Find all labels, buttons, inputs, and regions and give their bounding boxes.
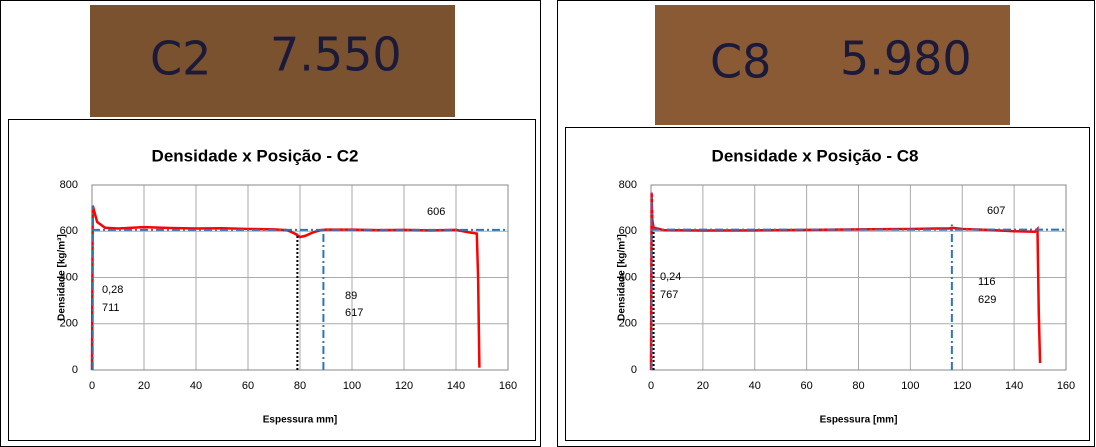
annotation: 711 bbox=[102, 302, 120, 314]
y-tick-label: 400 bbox=[619, 271, 637, 283]
x-tick-label: 160 bbox=[499, 380, 517, 392]
x-axis-label: Espessura [mm] bbox=[820, 415, 898, 426]
x-tick-label: 160 bbox=[1057, 380, 1075, 392]
annotation: 89 bbox=[345, 290, 357, 302]
x-tick-label: 40 bbox=[190, 380, 202, 392]
series-line bbox=[90, 205, 481, 371]
x-tick-label: 20 bbox=[138, 380, 150, 392]
annotation: 629 bbox=[978, 294, 996, 306]
x-tick-label: 0 bbox=[89, 380, 95, 392]
x-tick-label: 120 bbox=[395, 380, 413, 392]
y-tick-label: 0 bbox=[631, 364, 637, 376]
photo-handwriting: C2 bbox=[150, 32, 211, 86]
x-tick-label: 20 bbox=[697, 380, 709, 392]
chart-title: Densidade x Posição - C2 bbox=[152, 146, 359, 165]
y-tick-label: 400 bbox=[60, 271, 78, 283]
y-axis-label: Densidade [kg/m³] bbox=[57, 234, 68, 321]
annotation: 607 bbox=[987, 205, 1005, 217]
annotation: 0,24 bbox=[660, 271, 681, 283]
y-axis-label: Densidade [kg/m³] bbox=[617, 234, 628, 321]
x-axis-label: Espessura mm] bbox=[263, 415, 337, 426]
y-tick-label: 800 bbox=[619, 179, 637, 191]
y-tick-label: 800 bbox=[60, 179, 78, 191]
y-tick-label: 0 bbox=[72, 364, 78, 376]
photo bbox=[655, 5, 1010, 125]
photo-handwriting: 5.980 bbox=[840, 32, 972, 86]
x-tick-label: 40 bbox=[749, 380, 761, 392]
x-tick-label: 140 bbox=[1005, 380, 1023, 392]
y-tick-label: 200 bbox=[619, 318, 637, 330]
x-tick-label: 120 bbox=[953, 380, 971, 392]
chart-box bbox=[8, 119, 536, 441]
x-tick-label: 0 bbox=[648, 380, 654, 392]
annotation: 767 bbox=[660, 289, 678, 301]
x-tick-label: 60 bbox=[801, 380, 813, 392]
annotation: 116 bbox=[978, 276, 996, 288]
photo-handwriting: C8 bbox=[710, 35, 771, 89]
chart-box bbox=[565, 127, 1090, 441]
x-tick-label: 80 bbox=[294, 380, 306, 392]
x-tick-label: 140 bbox=[447, 380, 465, 392]
photo bbox=[90, 5, 455, 117]
photo-handwriting: 7.550 bbox=[270, 28, 402, 82]
y-tick-label: 200 bbox=[60, 318, 78, 330]
annotation: 617 bbox=[345, 307, 363, 319]
annotation: 0,28 bbox=[102, 284, 123, 296]
x-tick-label: 80 bbox=[852, 380, 864, 392]
x-tick-label: 100 bbox=[901, 380, 919, 392]
x-tick-label: 60 bbox=[242, 380, 254, 392]
chart-title: Densidade x Posição - C8 bbox=[712, 146, 919, 165]
y-tick-label: 600 bbox=[60, 225, 78, 237]
x-tick-label: 100 bbox=[343, 380, 361, 392]
y-tick-label: 600 bbox=[619, 225, 637, 237]
annotation: 606 bbox=[427, 206, 445, 218]
